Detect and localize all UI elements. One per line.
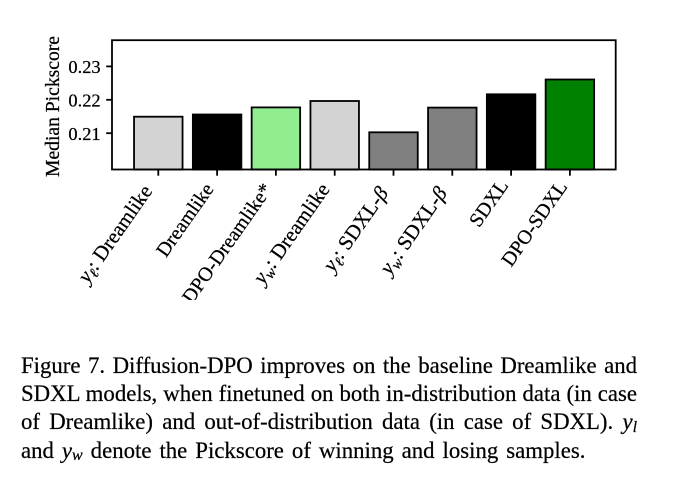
svg-text:0.22: 0.22 xyxy=(68,90,100,110)
svg-text:Dreamlike: Dreamlike xyxy=(152,179,219,261)
svg-text:0.21: 0.21 xyxy=(68,124,100,144)
svg-text:yℓ: Dreamlike: yℓ: Dreamlike xyxy=(73,181,159,290)
svg-text:SDXL: SDXL xyxy=(465,176,513,231)
svg-text:Median Pickscore: Median Pickscore xyxy=(43,36,64,177)
svg-text:0.23: 0.23 xyxy=(68,57,100,77)
